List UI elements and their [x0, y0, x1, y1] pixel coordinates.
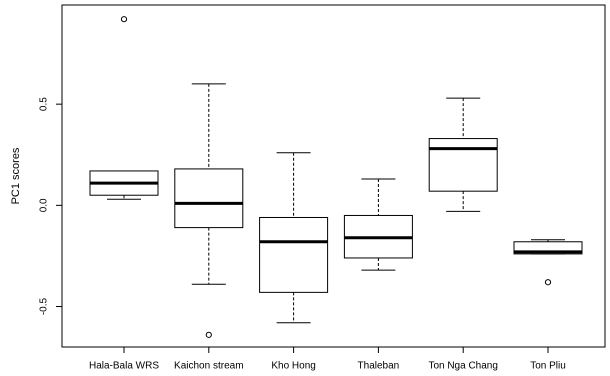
plot-frame [61, 4, 606, 348]
outlier [120, 16, 128, 23]
y-tick-label: -0.5 [39, 297, 50, 315]
x-tick-label: Kaichon stream [174, 361, 243, 372]
outlier [205, 331, 212, 338]
x-tick-label: Thaleban [358, 361, 400, 372]
x-tick-label: Ton Nga Chang [428, 361, 498, 372]
y-axis-label: PC1 scores [10, 147, 22, 204]
y-tick-label: 0.0 [39, 198, 50, 212]
x-tick-label: Ton Pliu [530, 361, 566, 372]
box [259, 216, 329, 293]
outlier [544, 279, 552, 286]
box [428, 138, 498, 192]
x-tick-label: Kho Hong [271, 361, 315, 372]
x-tick-label: Hala-Bala WRS [89, 361, 159, 372]
y-tick-label: 0.5 [39, 97, 50, 111]
box [174, 168, 244, 229]
